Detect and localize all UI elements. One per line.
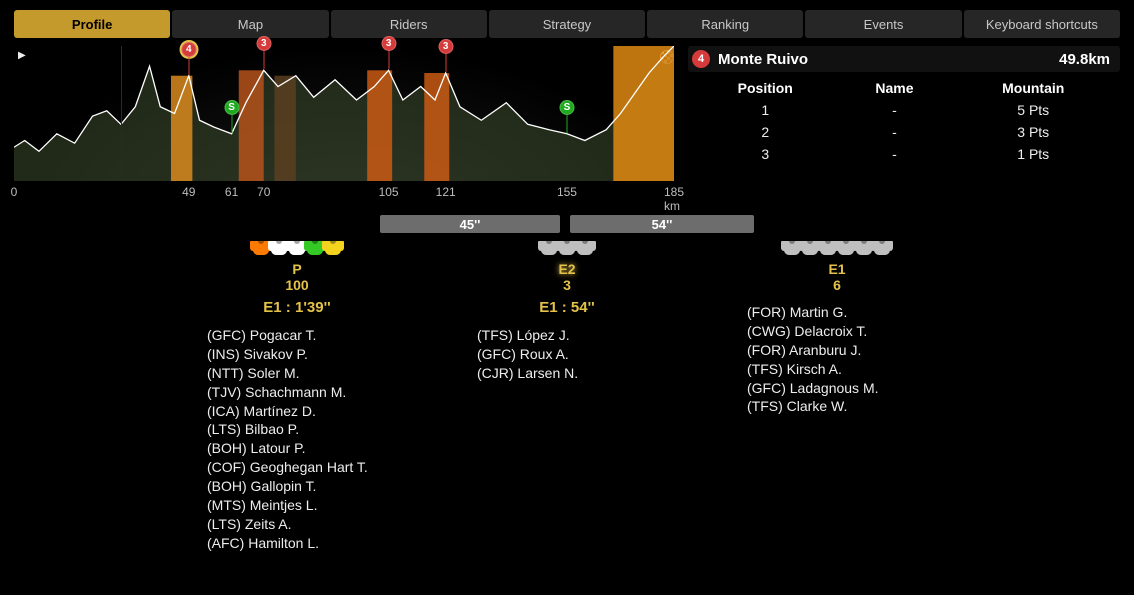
rider-row: (GFC) Roux A. (477, 345, 578, 364)
climb-points-table: PositionNameMountain 1-5 Pts2-3 Pts3-1 P… (688, 76, 1120, 166)
axis-tick: 121 (436, 185, 456, 199)
time-gap-bars: 45'' 54'' (380, 215, 754, 233)
group-count: 100 (285, 277, 308, 293)
jersey-icon (307, 241, 323, 255)
distance-axis: 0496170105121155185 km (14, 185, 674, 205)
climb-name: Monte Ruivo (718, 51, 808, 68)
rider-row: (INS) Sivakov P. (207, 345, 368, 364)
sprint-marker[interactable]: S (224, 100, 239, 133)
rider-row: (AFC) Hamilton L. (207, 534, 368, 553)
group-jerseys (541, 241, 593, 255)
rider-list: (GFC) Pogacar T.(INS) Sivakov P.(NTT) So… (197, 326, 368, 553)
rider-row: (NTT) Soler M. (207, 364, 368, 383)
group-label: E2 (558, 261, 575, 277)
jersey-icon (820, 241, 836, 255)
rider-row: (TFS) Kirsch A. (747, 360, 879, 379)
jersey-icon (271, 241, 287, 255)
rider-row: (CWG) Delacroix T. (747, 322, 879, 341)
climb-col-mountain: Mountain (948, 78, 1118, 98)
rider-row: (LTS) Zeits A. (207, 515, 368, 534)
climb-row: 2-3 Pts (690, 122, 1118, 142)
climb-row: 1-5 Pts (690, 100, 1118, 120)
axis-tick: 105 (379, 185, 399, 199)
climb-distance: 49.8km (1059, 51, 1110, 68)
group-label: E1 (828, 261, 845, 277)
tab-events[interactable]: Events (805, 10, 961, 38)
tab-map[interactable]: Map (172, 10, 328, 38)
climb-info-panel: 4 Monte Ruivo 49.8km PositionNameMountai… (688, 46, 1120, 205)
rider-row: (TJV) Schachmann M. (207, 383, 368, 402)
group-count: 6 (833, 277, 841, 293)
rider-row: (LTS) Bilbao P. (207, 420, 368, 439)
jersey-icon (874, 241, 890, 255)
rider-row: (GFC) Pogacar T. (207, 326, 368, 345)
jersey-icon (289, 241, 305, 255)
climb-row: 3-1 Pts (690, 144, 1118, 164)
axis-tick: 155 (557, 185, 577, 199)
time-gap: 45'' (380, 215, 560, 233)
group-jerseys (784, 241, 890, 255)
axis-tick: 49 (182, 185, 195, 199)
axis-tick: 185 km (664, 185, 684, 213)
rider-row: (MTS) Meintjes L. (207, 496, 368, 515)
race-groups: P100 E1 : 1'39'' (GFC) Pogacar T.(INS) Siv… (0, 215, 1134, 553)
kom-marker[interactable]: 3 (256, 36, 271, 69)
jersey-icon (856, 241, 872, 255)
kom-marker[interactable]: 4 (181, 42, 196, 75)
jersey-icon (802, 241, 818, 255)
tab-profile[interactable]: Profile (14, 10, 170, 38)
tab-strategy[interactable]: Strategy (489, 10, 645, 38)
tab-bar: ProfileMapRidersStrategyRankingEventsKey… (0, 0, 1134, 38)
climb-category-badge: 4 (692, 50, 710, 68)
tab-keyboard-shortcuts[interactable]: Keyboard shortcuts (964, 10, 1120, 38)
tab-ranking[interactable]: Ranking (647, 10, 803, 38)
axis-tick: 70 (257, 185, 270, 199)
kom-marker[interactable]: 3 (438, 39, 453, 72)
climb-col-name: Name (843, 78, 947, 98)
rider-row: (TFS) López J. (477, 326, 578, 345)
jersey-icon (577, 241, 593, 255)
rider-list: (FOR) Martin G.(CWG) Delacroix T.(FOR) A… (737, 303, 879, 416)
group-count: 3 (563, 277, 571, 293)
group-e2[interactable]: E23 E1 : 54'' (TFS) López J.(GFC) Roux A.(… (467, 215, 667, 553)
rider-row: (COF) Geoghegan Hart T. (207, 458, 368, 477)
group-jerseys (253, 241, 341, 255)
jersey-icon (541, 241, 557, 255)
rider-row: (BOH) Gallopin T. (207, 477, 368, 496)
jersey-icon (253, 241, 269, 255)
group-time-gap: E1 : 1'39'' (263, 299, 330, 316)
rider-row: (FOR) Martin G. (747, 303, 879, 322)
jersey-icon (325, 241, 341, 255)
rider-row: (FOR) Aranburu J. (747, 341, 879, 360)
stage-profile: ▶ 4S333S 0496170105121155185 km (14, 46, 674, 205)
elevation-chart (14, 46, 674, 181)
jersey-icon (559, 241, 575, 255)
jersey-icon (784, 241, 800, 255)
group-e1[interactable]: E16 (FOR) Martin G.(CWG) Delacroix T.(FOR… (737, 215, 937, 553)
group-time-gap: E1 : 54'' (539, 299, 595, 316)
kom-marker[interactable]: 3 (381, 36, 396, 69)
axis-tick: 0 (11, 185, 18, 199)
rider-row: (BOH) Latour P. (207, 439, 368, 458)
jersey-icon (838, 241, 854, 255)
group-label: P (292, 261, 301, 277)
tab-riders[interactable]: Riders (331, 10, 487, 38)
climb-col-position: Position (690, 78, 841, 98)
rider-row: (TFS) Clarke W. (747, 397, 879, 416)
rider-row: (ICA) Martínez D. (207, 402, 368, 421)
group-p[interactable]: P100 E1 : 1'39'' (GFC) Pogacar T.(INS) Siv… (197, 215, 397, 553)
rider-list: (TFS) López J.(GFC) Roux A.(CJR) Larsen … (467, 326, 578, 383)
axis-tick: 61 (225, 185, 238, 199)
rider-row: (CJR) Larsen N. (477, 364, 578, 383)
sprint-marker[interactable]: S (559, 100, 574, 133)
rider-row: (GFC) Ladagnous M. (747, 379, 879, 398)
time-gap: 54'' (570, 215, 754, 233)
